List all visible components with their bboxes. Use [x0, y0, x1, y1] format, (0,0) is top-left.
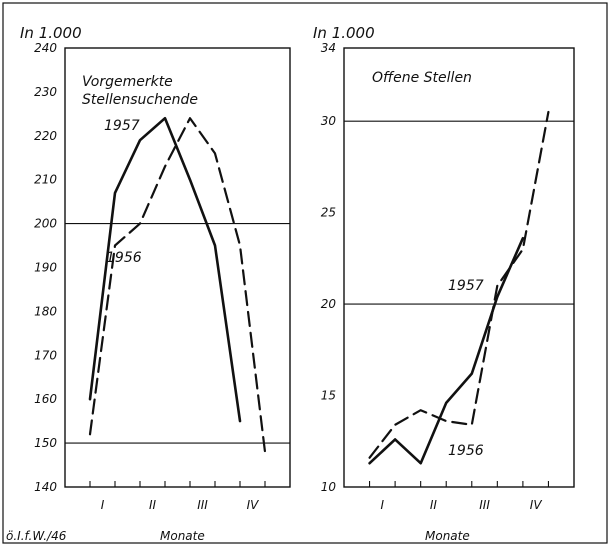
y-tick-label: 34	[321, 41, 336, 55]
y-tick-label: 200	[34, 217, 57, 231]
y-tick-label: 230	[34, 85, 57, 99]
y-tick-label: 240	[34, 41, 57, 55]
y-tick-label: 170	[34, 348, 57, 362]
y-tick-label: 160	[34, 392, 57, 406]
series-label: 1956	[106, 250, 142, 266]
panel-stellensuchende: In 1.000 Vorgemerkte Stellensuchende Mon…	[20, 24, 291, 543]
source-label: ö.I.f.W./46	[6, 529, 67, 543]
x-axis-label-left: Monate	[160, 529, 205, 543]
y-tick-label: 10	[321, 480, 337, 494]
x-tick-label: I	[101, 498, 105, 512]
series-label: 1956	[448, 443, 484, 459]
y-tick-label: 190	[34, 261, 57, 275]
y-tick-label: 180	[34, 304, 57, 318]
series-label: 1957	[104, 118, 140, 134]
x-tick-label: IV	[530, 498, 543, 512]
x-tick-label: II	[149, 498, 157, 512]
plot-frame	[343, 47, 575, 488]
x-axis-label-right: Monate	[425, 529, 470, 543]
title-left-line2: Stellensuchende	[82, 92, 198, 108]
y-tick-label: 30	[321, 114, 337, 128]
title-right: Offene Stellen	[372, 70, 472, 86]
x-tick-label: IV	[247, 498, 260, 512]
y-tick-label: 210	[34, 173, 57, 187]
x-tick-label: III	[479, 498, 490, 512]
series-line-1957	[368, 236, 525, 465]
series-line-1956	[368, 110, 550, 459]
y-tick-label: 150	[34, 436, 57, 450]
y-tick-label: 220	[34, 129, 57, 143]
unit-label-right: In 1.000	[313, 24, 375, 42]
series-label: 1957	[448, 278, 484, 294]
y-tick-label: 15	[321, 389, 336, 403]
plot-frame	[64, 47, 291, 488]
x-tick-label: III	[197, 498, 208, 512]
panel-offene-stellen: In 1.000 Offene Stellen Monate 10 15 20 25 3…	[313, 24, 575, 543]
series-line-1957	[88, 116, 242, 423]
y-tick-label: 20	[321, 297, 337, 311]
series-line-1956	[88, 117, 267, 453]
title-left-line1: Vorgemerkte	[82, 74, 173, 90]
x-tick-label: I	[381, 498, 385, 512]
x-tick-label: II	[430, 498, 438, 512]
y-tick-label: 25	[321, 206, 336, 220]
unit-label-left: In 1.000	[20, 24, 82, 42]
y-tick-label: 140	[34, 480, 57, 494]
